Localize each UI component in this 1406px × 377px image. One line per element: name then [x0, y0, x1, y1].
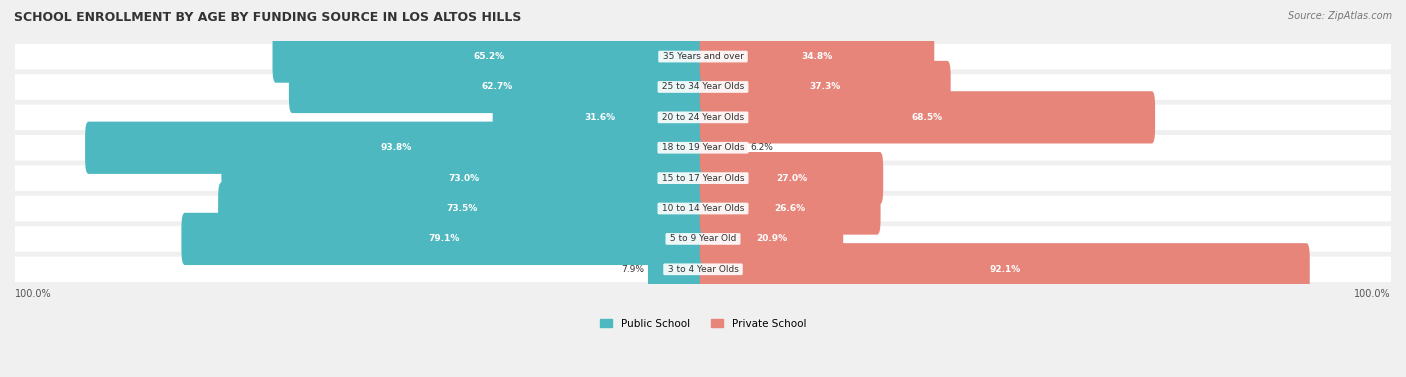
FancyBboxPatch shape — [15, 196, 1391, 221]
FancyBboxPatch shape — [648, 243, 706, 296]
Text: 27.0%: 27.0% — [776, 174, 807, 182]
Text: 68.5%: 68.5% — [912, 113, 943, 122]
Text: 73.5%: 73.5% — [447, 204, 478, 213]
Text: 31.6%: 31.6% — [583, 113, 614, 122]
Text: 73.0%: 73.0% — [449, 174, 479, 182]
Text: 25 to 34 Year Olds: 25 to 34 Year Olds — [659, 83, 747, 92]
Text: 15 to 17 Year Olds: 15 to 17 Year Olds — [659, 174, 747, 182]
FancyBboxPatch shape — [700, 61, 950, 113]
FancyBboxPatch shape — [700, 91, 1156, 144]
Text: 100.0%: 100.0% — [1354, 289, 1391, 299]
FancyBboxPatch shape — [15, 226, 1391, 252]
Text: 5 to 9 Year Old: 5 to 9 Year Old — [666, 234, 740, 244]
FancyBboxPatch shape — [700, 152, 883, 204]
Text: 26.6%: 26.6% — [775, 204, 806, 213]
Text: 3 to 4 Year Olds: 3 to 4 Year Olds — [665, 265, 741, 274]
Text: 20 to 24 Year Olds: 20 to 24 Year Olds — [659, 113, 747, 122]
FancyBboxPatch shape — [15, 256, 1391, 282]
Text: 35 Years and over: 35 Years and over — [659, 52, 747, 61]
FancyBboxPatch shape — [221, 152, 706, 204]
FancyBboxPatch shape — [700, 213, 844, 265]
Text: 6.2%: 6.2% — [751, 143, 773, 152]
Text: 62.7%: 62.7% — [482, 83, 513, 92]
Text: 10 to 14 Year Olds: 10 to 14 Year Olds — [659, 204, 747, 213]
FancyBboxPatch shape — [492, 91, 706, 144]
FancyBboxPatch shape — [273, 31, 706, 83]
Text: Source: ZipAtlas.com: Source: ZipAtlas.com — [1288, 11, 1392, 21]
FancyBboxPatch shape — [700, 243, 1310, 296]
FancyBboxPatch shape — [15, 135, 1391, 161]
Text: SCHOOL ENROLLMENT BY AGE BY FUNDING SOURCE IN LOS ALTOS HILLS: SCHOOL ENROLLMENT BY AGE BY FUNDING SOUR… — [14, 11, 522, 24]
Text: 93.8%: 93.8% — [380, 143, 412, 152]
FancyBboxPatch shape — [15, 44, 1391, 69]
FancyBboxPatch shape — [218, 182, 706, 234]
FancyBboxPatch shape — [700, 31, 935, 83]
FancyBboxPatch shape — [288, 61, 706, 113]
Text: 92.1%: 92.1% — [988, 265, 1021, 274]
Text: 34.8%: 34.8% — [801, 52, 832, 61]
FancyBboxPatch shape — [700, 122, 747, 174]
Text: 100.0%: 100.0% — [15, 289, 52, 299]
Text: 37.3%: 37.3% — [810, 83, 841, 92]
Text: 18 to 19 Year Olds: 18 to 19 Year Olds — [659, 143, 747, 152]
FancyBboxPatch shape — [15, 104, 1391, 130]
FancyBboxPatch shape — [86, 122, 706, 174]
FancyBboxPatch shape — [15, 166, 1391, 191]
Text: 20.9%: 20.9% — [756, 234, 787, 244]
FancyBboxPatch shape — [181, 213, 706, 265]
Text: 65.2%: 65.2% — [474, 52, 505, 61]
FancyBboxPatch shape — [700, 182, 880, 234]
Text: 79.1%: 79.1% — [429, 234, 460, 244]
Legend: Public School, Private School: Public School, Private School — [596, 314, 810, 333]
Text: 7.9%: 7.9% — [621, 265, 645, 274]
FancyBboxPatch shape — [15, 74, 1391, 100]
